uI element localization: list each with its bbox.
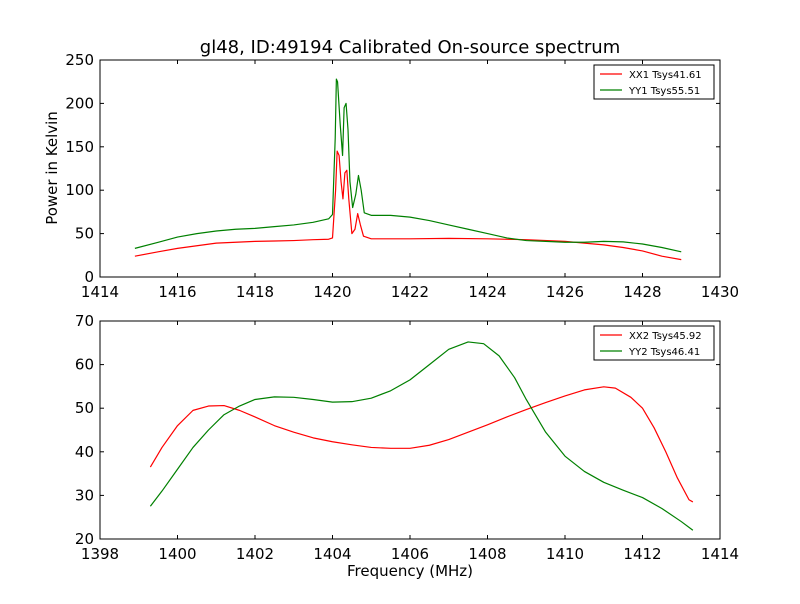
top-y-tick-label: 250	[65, 51, 94, 69]
bottom-y-tick-label: 50	[75, 399, 94, 417]
top-x-tick-label: 1418	[236, 283, 274, 301]
bottom-y-tick-label: 30	[75, 486, 94, 504]
bottom-legend-label-yy2: YY2 Tsys46.41	[628, 347, 700, 358]
bottom-panel: 1398 1400 1402 1404 1406 1408 1410 1412 1414 20 30…	[75, 312, 739, 580]
bottom-x-tick-label: 1398	[81, 545, 119, 563]
bottom-y-tick-label: 60	[75, 356, 94, 374]
top-y-tick-label: 50	[75, 225, 94, 243]
bottom-x-axis-label: Frequency (MHz)	[347, 562, 473, 580]
bottom-y-tick-label: 70	[75, 312, 94, 330]
bottom-x-tick-label: 1404	[313, 545, 351, 563]
top-x-tick-label: 1416	[158, 283, 196, 301]
bottom-x-tick-label: 1414	[701, 545, 739, 563]
bottom-x-tick-label: 1400	[158, 545, 196, 563]
bottom-x-tick-label: 1412	[623, 545, 661, 563]
top-ticks: 1414 1416 1418 1420 1422 1424 1426 1428 1430 0 50 1…	[65, 51, 739, 301]
top-series-line-1	[134, 150, 682, 261]
bottom-x-tick-label: 1402	[236, 545, 274, 563]
bottom-x-tick-label: 1406	[391, 545, 429, 563]
bottom-y-tick-label: 40	[75, 443, 94, 461]
bottom-ticks: 1398 1400 1402 1404 1406 1408 1410 1412 1414 20 30…	[75, 312, 739, 563]
top-legend-box	[593, 64, 715, 100]
bottom-legend: XX2 Tsys45.92 YY2 Tsys46.41	[593, 325, 715, 361]
top-panel: gl48, ID:49194 Calibrated On-source spec…	[43, 37, 739, 301]
top-y-tick-label: 150	[65, 138, 94, 156]
top-legend: XX1 Tsys41.61 YY1 Tsys55.51	[593, 64, 715, 100]
bottom-plot-area	[149, 341, 694, 531]
top-y-tick-label: 0	[84, 268, 94, 286]
top-plot-area	[134, 78, 682, 261]
top-x-tick-label: 1428	[623, 283, 661, 301]
top-x-tick-label: 1422	[391, 283, 429, 301]
top-series-line-2	[134, 78, 682, 253]
chart-title: gl48, ID:49194 Calibrated On-source spec…	[200, 37, 620, 58]
top-x-tick-label: 1426	[546, 283, 584, 301]
top-y-tick-label: 100	[65, 181, 94, 199]
top-x-tick-label: 1414	[81, 283, 119, 301]
top-y-tick-label: 200	[65, 94, 94, 112]
top-legend-label-yy1: YY1 Tsys55.51	[628, 86, 700, 97]
top-x-tick-label: 1420	[313, 283, 351, 301]
bottom-legend-label-xx2: XX2 Tsys45.92	[629, 331, 702, 342]
bottom-legend-box	[593, 325, 715, 361]
bottom-y-tick-label: 20	[75, 530, 94, 548]
top-x-tick-label: 1430	[701, 283, 739, 301]
bottom-x-tick-label: 1410	[546, 545, 584, 563]
top-y-axis-label: Power in Kelvin	[43, 111, 61, 225]
bottom-series-line-2	[149, 341, 694, 531]
bottom-series-line-1	[149, 386, 694, 503]
bottom-x-tick-label: 1408	[468, 545, 506, 563]
top-legend-label-xx1: XX1 Tsys41.61	[629, 70, 702, 81]
top-x-tick-label: 1424	[468, 283, 506, 301]
